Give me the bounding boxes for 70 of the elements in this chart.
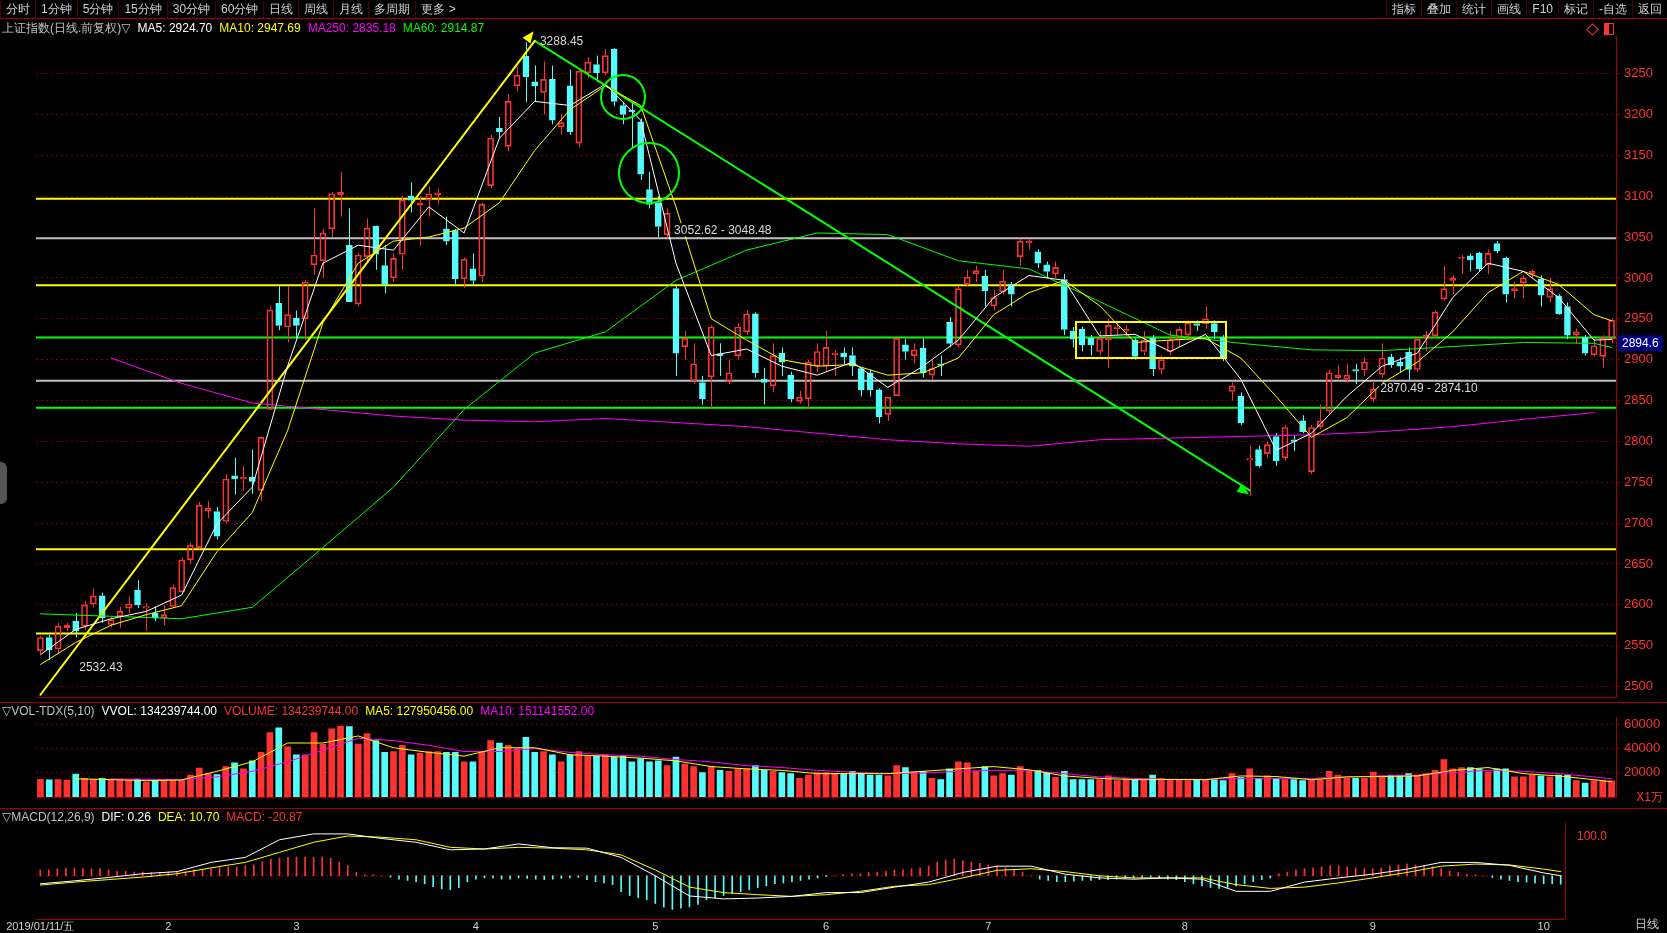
text: 分时 bbox=[0, 0, 35, 18]
y-tick-label: 3250 bbox=[1624, 65, 1653, 81]
text: MA10: 2947.69 bbox=[219, 21, 301, 35]
text: MA60: 2914.87 bbox=[402, 21, 485, 35]
series-label: VOLUME: 134239744.00 bbox=[224, 704, 359, 718]
y-tick-label: 60000 bbox=[1624, 715, 1661, 731]
y-tick-label: 2600 bbox=[1624, 596, 1653, 612]
y-axis-title: X1万 bbox=[1636, 789, 1663, 806]
y-tick-label: 2750 bbox=[1624, 473, 1653, 489]
y-tick-label: 3050 bbox=[1624, 228, 1653, 244]
annotation: 2870.49 - 2874.10 bbox=[1380, 381, 1479, 396]
text: MA5: 2924.70 bbox=[137, 21, 213, 35]
y-tick-label: 2800 bbox=[1624, 432, 1653, 448]
text: MACD: -20.87 bbox=[226, 810, 303, 824]
text: 月线 bbox=[333, 0, 369, 18]
x-tick-label: 5 bbox=[652, 919, 659, 932]
y-tick-label: 3000 bbox=[1624, 269, 1653, 285]
text: 15分钟 bbox=[118, 0, 167, 18]
text: MA250: 2835.18 bbox=[307, 21, 396, 35]
text: 画线 bbox=[1491, 0, 1527, 18]
x-tick-label: 7 bbox=[985, 919, 992, 932]
chart-title: 上证指数(日线.前复权)▽ bbox=[2, 21, 131, 35]
text: 100.0 bbox=[1577, 829, 1608, 844]
y-tick-label: 40000 bbox=[1624, 740, 1661, 756]
text: 2894.6 bbox=[1622, 335, 1660, 350]
text: 更多 > bbox=[415, 0, 461, 18]
x-tick-label: 2 bbox=[165, 919, 172, 932]
y-tick-label: 2650 bbox=[1624, 555, 1653, 571]
text: 日线 bbox=[263, 0, 299, 18]
annotation: 3052.62 - 3048.48 bbox=[674, 222, 772, 237]
y-tick-label: 2850 bbox=[1624, 392, 1653, 408]
text: DIF: 0.26 bbox=[101, 810, 151, 824]
y-tick-label: 3200 bbox=[1624, 106, 1653, 122]
y-tick-label: 3100 bbox=[1624, 187, 1653, 203]
y-tick-label: 2950 bbox=[1624, 310, 1653, 326]
chart-subtitle: VVOL: 134239744.00 bbox=[101, 704, 218, 718]
text: MA10: 151141552.00 bbox=[480, 704, 595, 718]
text: 标记 bbox=[1558, 0, 1593, 18]
text: 统计 bbox=[1456, 0, 1492, 18]
x-tick-label: 9 bbox=[1369, 919, 1376, 932]
y-tick-label: 2700 bbox=[1624, 514, 1653, 530]
text: -自选 bbox=[1593, 0, 1632, 18]
text: 1分钟 bbox=[35, 0, 77, 18]
text: 指标 bbox=[1386, 0, 1422, 18]
text: F10 bbox=[1526, 2, 1558, 16]
x-tick-label: 2019/01/11/五 bbox=[6, 919, 75, 932]
x-tick-label: 4 bbox=[472, 919, 479, 932]
y-tick-label: 20000 bbox=[1624, 764, 1661, 780]
x-axis-title: 日线 bbox=[1635, 916, 1659, 933]
y-tick-label: 2500 bbox=[1624, 678, 1653, 694]
y-tick-label: 2550 bbox=[1624, 637, 1653, 653]
annotation: 2532.43 bbox=[79, 660, 123, 675]
text: DEA: 10.70 bbox=[157, 810, 220, 824]
text: 叠加 bbox=[1421, 0, 1457, 18]
text: 30分钟 bbox=[166, 0, 216, 18]
text: 60分钟 bbox=[215, 0, 264, 18]
x-tick-label: 8 bbox=[1181, 919, 1188, 932]
text: 返回 bbox=[1632, 0, 1667, 18]
y-tick-label: 3150 bbox=[1624, 146, 1653, 162]
annotation: 3288.45 bbox=[539, 34, 584, 49]
series-label: MA5: 127950456.00 bbox=[365, 704, 474, 718]
text: 5分钟 bbox=[76, 0, 119, 18]
x-tick-label: 6 bbox=[823, 919, 830, 932]
chart-title: ▽MACD(12,26,9) bbox=[2, 810, 95, 824]
x-tick-label: 3 bbox=[293, 919, 300, 932]
chart-title: ▽VOL-TDX(5,10) bbox=[2, 704, 95, 718]
text: 周线 bbox=[298, 0, 334, 18]
x-tick-label: 10 bbox=[1537, 919, 1550, 932]
text: 多周期 bbox=[368, 0, 416, 18]
y-tick-label: 2900 bbox=[1624, 351, 1653, 367]
